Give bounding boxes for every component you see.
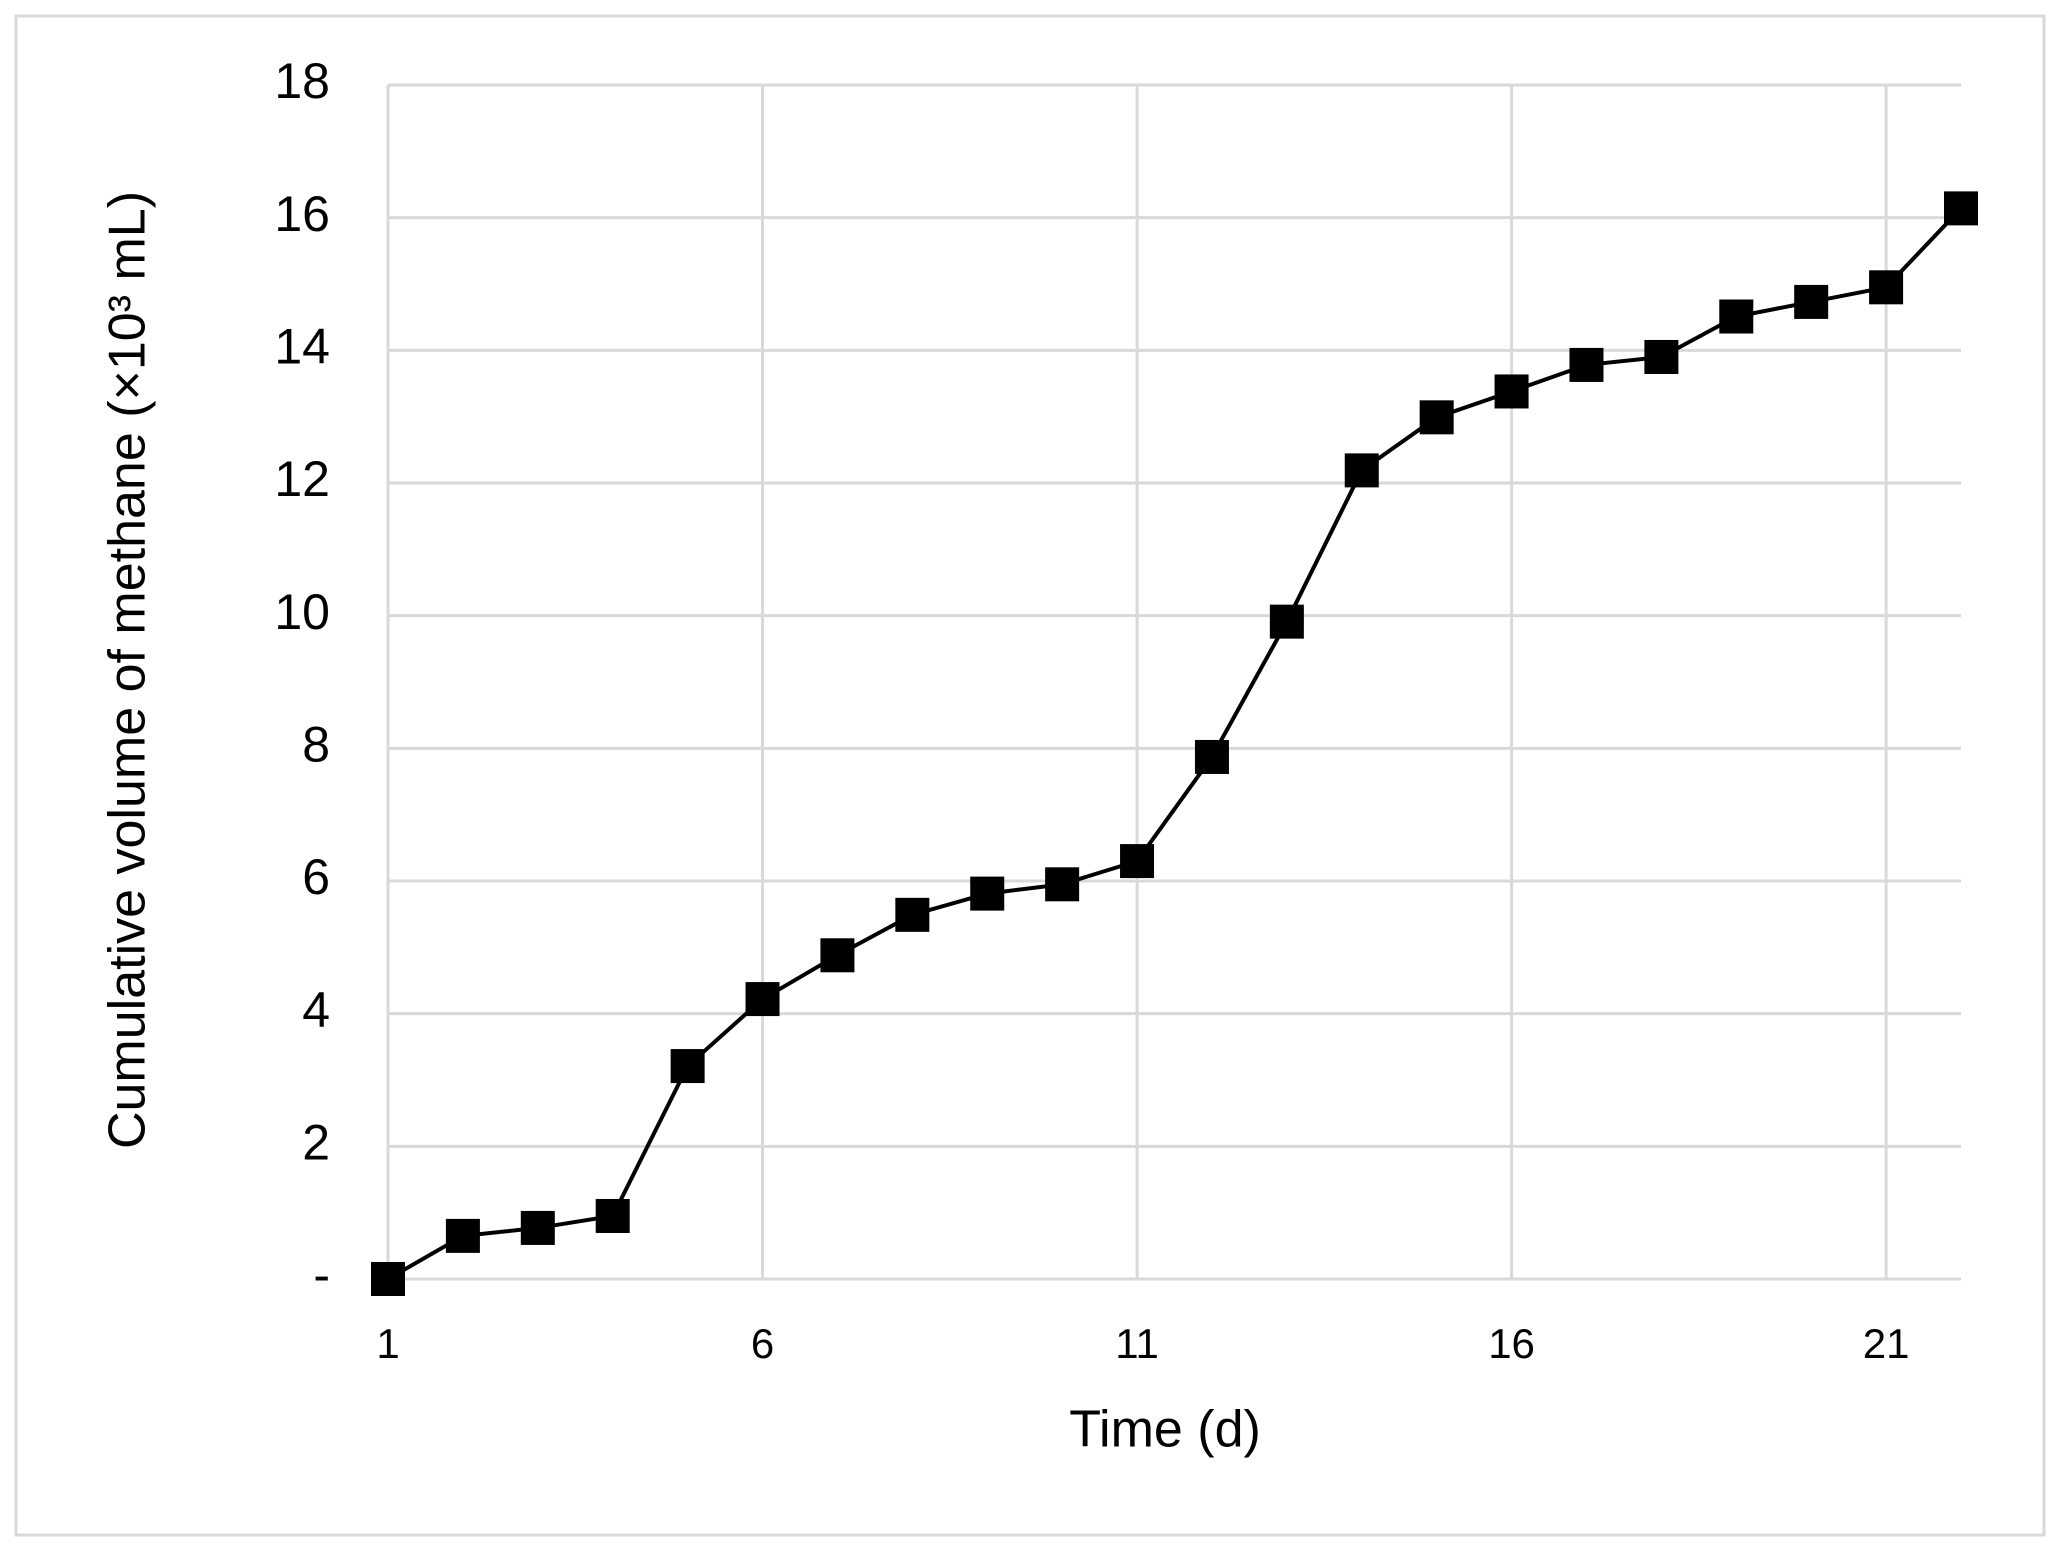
data-point xyxy=(1419,400,1454,435)
y-tick-label: 8 xyxy=(302,717,330,773)
y-tick-label: 6 xyxy=(302,849,330,905)
x-tick-label: 16 xyxy=(1488,1320,1535,1367)
series-line xyxy=(387,207,1963,1281)
data-point xyxy=(1569,347,1604,382)
x-tick-label: 11 xyxy=(1115,1320,1159,1367)
data-point xyxy=(820,938,855,973)
x-tick-label: 21 xyxy=(1863,1320,1910,1367)
x-tick-label: 1 xyxy=(376,1320,399,1367)
data-point xyxy=(970,876,1005,911)
y-tick-label: 4 xyxy=(302,982,330,1038)
x-tick-label: 6 xyxy=(751,1320,774,1367)
data-point xyxy=(1494,374,1529,409)
data-point xyxy=(745,982,780,1017)
data-point xyxy=(1120,844,1155,879)
data-point xyxy=(670,1049,705,1084)
data-point xyxy=(445,1218,480,1253)
data-point xyxy=(1719,299,1754,334)
y-tick-label: 2 xyxy=(302,1115,330,1171)
y-tick-label: 18 xyxy=(274,53,330,109)
data-point xyxy=(1794,284,1829,319)
y-tick-label: 16 xyxy=(274,186,330,242)
data-point xyxy=(1269,604,1304,639)
data-point xyxy=(1869,270,1904,305)
data-point xyxy=(1644,339,1679,374)
data-point xyxy=(520,1210,555,1245)
data-point xyxy=(1944,191,1978,226)
data-point xyxy=(895,897,930,932)
x-axis-title: Time (d) xyxy=(1069,1401,1261,1459)
y-tick-label: - xyxy=(313,1247,330,1303)
y-axis-title: Cumulative volume of methane (×10³ mL) xyxy=(99,191,157,1149)
chart-border xyxy=(14,14,2046,1537)
data-point xyxy=(371,1262,405,1296)
data-point xyxy=(1194,739,1229,774)
data-point xyxy=(595,1198,630,1233)
data-point xyxy=(1045,867,1080,902)
y-tick-label: 10 xyxy=(274,584,330,640)
data-point xyxy=(1344,453,1379,488)
y-tick-label: 12 xyxy=(274,451,330,507)
y-tick-label: 14 xyxy=(274,319,330,375)
